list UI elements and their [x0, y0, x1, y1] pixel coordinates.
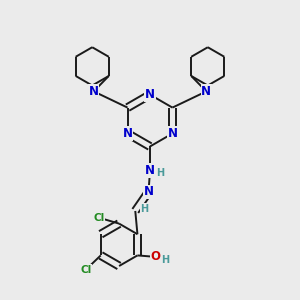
Text: N: N — [145, 88, 155, 101]
Text: Cl: Cl — [80, 265, 92, 275]
Text: N: N — [201, 85, 211, 98]
Text: H: H — [157, 168, 165, 178]
Text: Cl: Cl — [93, 213, 105, 223]
Text: N: N — [145, 164, 155, 177]
Text: O: O — [151, 250, 161, 263]
Text: H: H — [141, 204, 149, 214]
Text: N: N — [167, 127, 177, 140]
Text: H: H — [161, 255, 169, 266]
Text: N: N — [123, 127, 133, 140]
Text: N: N — [89, 85, 99, 98]
Text: N: N — [143, 185, 154, 198]
